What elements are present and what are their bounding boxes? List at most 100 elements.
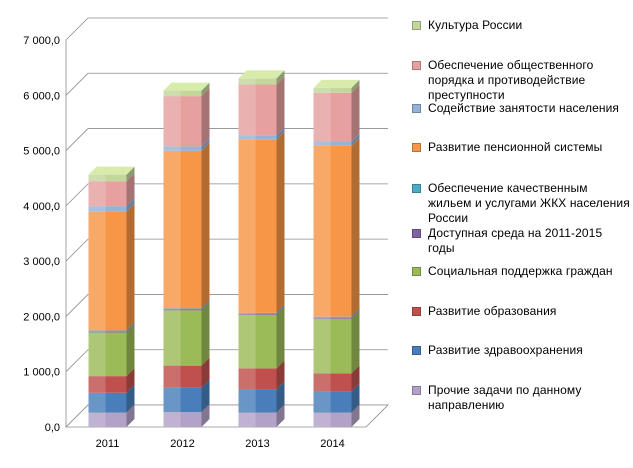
bar-segment-front [313,373,352,392]
bar-segment-front [163,150,202,309]
bar-segment-front [163,387,202,413]
bar-segment-side [126,324,135,377]
bar-highlight [238,84,256,136]
legend-item: Доступная среда на 2011-2015 годы [412,226,630,256]
bar-segment-side [276,306,285,369]
legend-label: Социальная поддержка граждан [428,264,613,278]
bar-highlight [238,313,256,315]
legend-label: Развитие здравоохранения [428,343,583,357]
bar-segment [313,365,360,392]
bar-segment-front [88,174,127,182]
bar-highlight [313,316,331,318]
bar-segment [238,76,285,136]
bar-segment [163,88,210,147]
bar-highlight [238,389,256,413]
y-tick-label: 7 000,0 [23,35,60,47]
bar-segment [88,324,135,377]
bar-segment [313,133,360,146]
legend-swatch [412,104,421,113]
bar-highlight [313,317,331,319]
bar-segment-front [313,391,352,413]
bar-segment-front [238,368,277,390]
bar-segment-front [88,392,127,413]
bar-segment-front [313,92,352,142]
bar-highlight [238,368,256,390]
bar-segment [163,82,210,97]
gridline [65,349,388,372]
bar-segment [163,404,210,427]
bar-highlight [313,92,331,142]
bar-segment-side [351,84,360,142]
legend-item: Развитие пенсионной системы [412,140,630,155]
bar-top [163,82,210,91]
bar-highlight [88,392,106,413]
bar-highlight [238,312,256,314]
bar-segment [163,142,210,309]
bar-segment [88,198,135,212]
y-tick-label: 0,0 [45,422,60,434]
bar-segment-side [351,310,360,374]
bar-segment [88,384,135,413]
bar-segment-side [126,384,135,413]
legend-label: Доступная среда на 2011-2015 годы [428,226,603,255]
bar-highlight [88,181,106,207]
bar-segment-side [201,301,210,311]
bar-highlight [163,146,181,151]
bar-segment-side [201,88,210,147]
y-tick-label: 5 000,0 [23,146,60,158]
legend-item: Социальная поддержка граждан [412,264,630,279]
x-tick-label: 2013 [245,438,269,450]
bar-segment-front [238,139,277,313]
bar-segment-side [126,198,135,212]
bar-segment-side [126,322,135,332]
bar-segment-side [276,360,285,390]
bar-highlight [88,206,106,212]
bar-segment [313,404,360,427]
bar-segment-side [351,365,360,392]
legend-label: Развитие образования [428,304,557,318]
bar-segment-side [126,404,135,427]
bar-segment-side [351,404,360,427]
bar-highlight [163,310,181,366]
bar-highlight [88,331,106,333]
y-tick-label: 2 000,0 [23,311,60,323]
bar-highlight [313,145,331,317]
x-tick-label: 2012 [170,438,194,450]
bar-segment [163,357,210,388]
bar-segment-front [313,318,352,374]
bar-highlight [88,412,106,427]
bar-segment [313,308,360,318]
bar-highlight [88,332,106,377]
bar-segment [238,404,285,427]
legend-label: Развитие пенсионной системы [428,140,603,154]
bar-highlight [163,365,181,388]
bar-segment-side [351,309,360,319]
bar-segment-front [238,313,277,315]
bar-segment-side [201,404,210,427]
bar-segment-front [238,135,277,140]
bar-segment-front [88,331,127,333]
bar-segment-side [276,76,285,136]
bar-highlight [163,309,181,311]
bar-segment-front [163,309,202,311]
legend-swatch [412,184,421,193]
bar-highlight [163,387,181,413]
bar-segment [88,368,135,393]
bar-segment-front [88,412,127,427]
bar-segment [163,300,210,310]
bar-segment [313,137,360,317]
bar-segment [163,302,210,366]
bar-highlight [238,412,256,427]
bar-segment-front [313,317,352,319]
bar-highlight [163,308,181,310]
gridline [65,128,388,151]
bar-segment [238,70,285,85]
stacked-bar-chart: 0,0 1 000,0 2 000,0 3 000,0 4 000,0 5 000,0 6 … [23,17,389,450]
bar-segment [88,203,135,331]
bar-segment-side [201,379,210,413]
bar-segment-side [201,300,210,310]
bar-segment [238,360,285,390]
legend-swatch [412,61,421,70]
legend-swatch [412,267,421,276]
bar-segment-front [238,314,277,369]
